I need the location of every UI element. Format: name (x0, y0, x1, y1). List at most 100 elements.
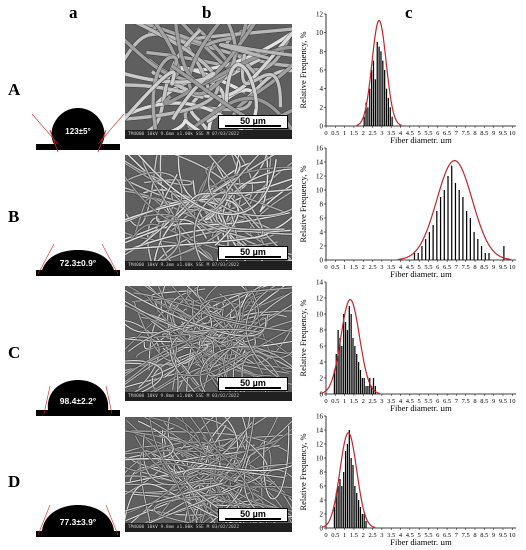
histogram-bar (344, 451, 347, 528)
histogram-bar (344, 322, 347, 394)
histogram-bar (357, 500, 360, 528)
fiber (259, 155, 292, 213)
contact-angle-value: 77.3±3.9° (60, 517, 97, 527)
tangent-line (37, 504, 51, 536)
x-tick-label: 5 (418, 264, 421, 271)
normal-fit-curve (320, 298, 381, 395)
sem-image-D: 50 µm TM4000 10kV 9.8mm x1.00k SSE M 03/… (125, 417, 292, 532)
fiber (215, 155, 285, 231)
fiber (183, 467, 285, 526)
sem-image-A: 50 µm TM4000 10kV 9.6mm x1.00k SSE M 07/… (125, 24, 292, 139)
fiber (125, 458, 292, 472)
y-axis-label: Relative Frequency, % (298, 165, 308, 242)
x-tick-label: 7 (455, 398, 459, 405)
x-tick-label: 4.5 (406, 532, 414, 539)
fiber (125, 155, 158, 227)
fiber (153, 493, 229, 526)
x-axis-label: Fiber diametr, µm (390, 403, 452, 411)
x-tick-label: 4 (399, 130, 403, 137)
x-tick-label: 0.5 (331, 398, 339, 405)
y-axis-label: Relative Frequency, % (298, 433, 308, 510)
histogram-bar (359, 370, 362, 394)
substrate (36, 144, 120, 150)
sem-footer: TM4000 10kV 9.8mm x1.00k SSE M 03/02/202… (125, 392, 292, 401)
y-tick-label: 0 (320, 525, 324, 533)
normal-fit-curve (356, 19, 402, 126)
histogram-bar (425, 239, 427, 260)
x-tick-label: 0.5 (331, 130, 339, 137)
histogram-bar (352, 338, 354, 394)
contact-angle-image-B: 72.3±0.9° (36, 243, 120, 276)
histogram-bar (361, 378, 363, 394)
histogram-bar (354, 346, 356, 394)
y-tick-label: 4 (320, 85, 324, 93)
y-tick-label: 0 (320, 391, 324, 399)
y-tick-label: 6 (320, 215, 324, 223)
x-tick-label: 9 (492, 264, 495, 271)
droplet (42, 505, 114, 531)
x-tick-label: 0 (324, 398, 327, 405)
x-tick-label: 2.5 (369, 130, 377, 137)
histogram-bar (348, 306, 350, 394)
fiber (152, 155, 241, 270)
sem-footer: TM4000 10kV 9.3mm x1.00k SSE M 07/03/202… (125, 261, 292, 270)
x-tick-label: 3 (380, 130, 383, 137)
x-tick-label: 4 (399, 264, 403, 271)
contact-angle-image-C: 98.4±2.2° (36, 380, 120, 416)
x-tick-label: 8.5 (480, 130, 488, 137)
row-label-D: D (8, 472, 21, 491)
x-tick-label: 5.5 (424, 130, 432, 137)
x-tick-label: 2 (362, 264, 365, 271)
histogram-bar (365, 102, 367, 126)
fiber (143, 417, 222, 462)
histogram-bar (469, 218, 471, 260)
x-tick-label: 0 (324, 130, 327, 137)
histogram-bar (372, 378, 375, 394)
droplet (47, 380, 109, 410)
fiber (224, 62, 259, 109)
x-tick-label: 9 (492, 130, 495, 137)
histogram-bar (374, 79, 376, 126)
x-tick-label: 9 (492, 532, 495, 539)
histogram-bar (443, 190, 445, 260)
x-tick-label: 4.5 (406, 264, 414, 271)
x-tick-label: 8 (473, 264, 476, 271)
row-label-C: C (8, 343, 21, 362)
sem-footer: TM4000 10kV 9.8mm x1.00k SSE M 03/02/202… (125, 523, 292, 532)
column-label-a: a (69, 3, 78, 22)
y-tick-label: 10 (316, 29, 324, 37)
y-tick-label: 16 (316, 145, 324, 153)
histogram-bar (365, 521, 367, 528)
x-tick-label: 6 (436, 398, 440, 405)
fiber (125, 70, 176, 122)
fiber-texture (125, 155, 292, 270)
histogram-bar (466, 211, 468, 260)
y-tick-label: 12 (316, 295, 324, 303)
sem-image-B: 50 µm TM4000 10kV 9.3mm x1.00k SSE M 07/… (125, 155, 292, 270)
x-tick-label: 1.5 (350, 398, 358, 405)
tangent-line (101, 243, 119, 275)
x-tick-label: 10 (509, 532, 516, 539)
y-tick-label: 2 (320, 511, 324, 519)
histogram-bar (384, 70, 386, 126)
histogram-bar (369, 88, 371, 126)
y-tick-label: 14 (316, 427, 324, 435)
histogram-bar (343, 314, 345, 394)
histogram-bar (341, 346, 343, 394)
fiber (199, 287, 292, 332)
row-label-A: A (8, 80, 21, 99)
scale-bar: 50 µm (218, 246, 288, 260)
x-tick-label: 7 (455, 264, 459, 271)
histogram-bar (382, 60, 384, 126)
x-tick-label: 2.5 (369, 398, 377, 405)
fiber (240, 53, 283, 108)
fiber (125, 198, 239, 246)
column-label-c: c (405, 3, 413, 22)
fiber (143, 189, 220, 270)
x-tick-label: 6.5 (443, 130, 451, 137)
histogram-bar (462, 197, 464, 260)
normal-fit-curve (397, 159, 512, 261)
x-tick-label: 2 (362, 130, 365, 137)
x-axis-label: Fiber diametr, µm (390, 537, 452, 545)
